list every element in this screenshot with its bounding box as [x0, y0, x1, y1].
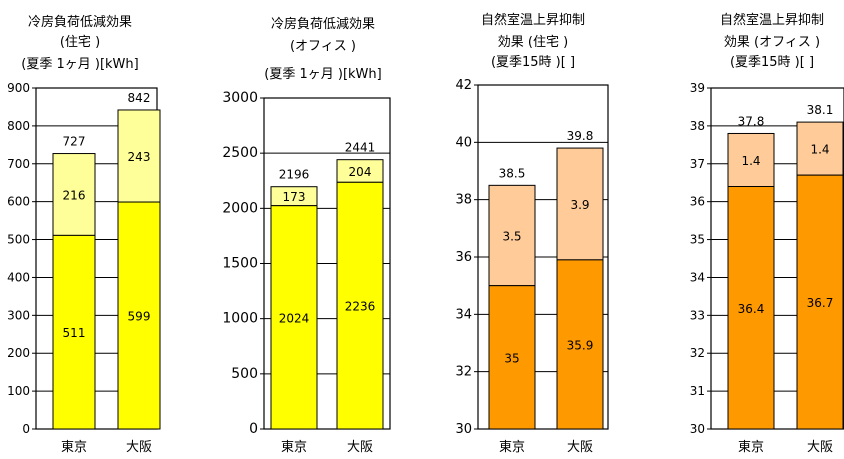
bar-segment-lower — [796, 174, 844, 430]
bar-value-label: 511 — [63, 326, 86, 340]
bar-segment-lower — [488, 285, 536, 430]
y-tick-label: 38 — [690, 119, 705, 133]
y-tick-label: 32 — [690, 346, 705, 360]
chart-title-line: (夏季 1ヶ月 )[kWh] — [264, 67, 381, 82]
bar-value-label: 2236 — [345, 300, 376, 314]
chart-title-line: 効果 (オフィス ) — [724, 35, 820, 50]
x-category-label: 大阪 — [126, 440, 152, 455]
x-category-label: 大阪 — [567, 440, 593, 455]
bar-value-label: 3.9 — [570, 198, 589, 212]
y-tick-label: 36 — [690, 195, 705, 209]
bar-total-label: 39.8 — [567, 129, 594, 143]
y-tick-label: 39 — [690, 81, 705, 95]
y-tick-label: 500 — [7, 233, 30, 247]
x-category-label: 東京 — [738, 439, 764, 455]
bar-segment-lower — [556, 259, 604, 430]
bar-segment-upper — [117, 109, 161, 203]
y-tick-label: 0 — [22, 422, 30, 436]
bar-value-label: 173 — [283, 190, 306, 204]
y-tick-label: 200 — [7, 346, 30, 360]
y-tick-label: 900 — [7, 81, 30, 95]
chart-title-line: (夏季15時 )[ ] — [730, 55, 814, 70]
y-tick-label: 3000 — [222, 90, 258, 106]
bar-total-label: 2441 — [345, 141, 376, 155]
y-tick-label: 800 — [7, 119, 30, 133]
bar-segment-lower — [727, 186, 775, 430]
bar-value-label: 2024 — [279, 311, 310, 325]
chart-title-line: 効果 (住宅 ) — [498, 35, 568, 50]
y-tick-label: 36 — [455, 250, 472, 265]
bar-value-label: 216 — [63, 188, 86, 202]
bar-value-label: 599 — [128, 310, 151, 324]
bar-total-label: 727 — [63, 135, 86, 149]
y-tick-label: 38 — [455, 193, 472, 208]
y-tick-label: 1500 — [222, 256, 258, 272]
bar-segment-lower — [270, 205, 318, 430]
y-tick-label: 32 — [455, 365, 472, 380]
y-tick-label: 2000 — [222, 200, 258, 216]
y-tick-label: 34 — [690, 270, 705, 284]
bar-total-label: 37.8 — [738, 114, 765, 128]
y-tick-label: 37 — [690, 157, 705, 171]
bar-total-label: 38.5 — [499, 166, 526, 180]
chart-2: 冷房負荷低減効果 (オフィス ) (夏季 1ヶ月 )[kWh] 0 500 1000 150… — [222, 16, 391, 455]
bar-value-label: 1.4 — [810, 143, 829, 157]
x-category-label: 東京 — [281, 439, 307, 455]
x-category-label: 東京 — [499, 439, 525, 455]
x-category-label: 大阪 — [347, 440, 373, 455]
bar-segment-upper — [52, 153, 96, 236]
chart-title-line: (オフィス ) — [290, 39, 356, 54]
bar-segment-upper — [488, 184, 536, 287]
bar-value-label: 36.7 — [807, 296, 834, 310]
bar-value-label: 204 — [349, 165, 372, 179]
chart-title-line: 自然室温上昇抑制 — [481, 12, 585, 28]
chart-title-line: (住宅 ) — [60, 35, 100, 50]
bar-total-label: 842 — [128, 91, 151, 105]
bar-segment-lower — [336, 181, 384, 430]
y-tick-label: 34 — [455, 307, 472, 322]
bar-value-label: 1.4 — [741, 154, 760, 168]
y-tick-label: 2500 — [222, 145, 258, 161]
y-tick-label: 0 — [249, 421, 258, 437]
y-tick-label: 100 — [7, 384, 30, 398]
chart-title-line: (夏季 1ヶ月 )[kWh] — [21, 57, 138, 72]
y-tick-label: 35 — [690, 233, 705, 247]
y-tick-label: 40 — [455, 135, 472, 150]
chart-title-line: 冷房負荷低減効果 — [28, 14, 132, 30]
bar-segment-lower — [52, 234, 96, 430]
y-tick-label: 33 — [690, 308, 705, 322]
x-category-label: 大阪 — [807, 440, 833, 455]
chart-title-line: (夏季15時 )[ ] — [491, 55, 575, 70]
bar-segment-upper — [727, 132, 775, 188]
bar-segment-upper — [796, 121, 844, 176]
y-tick-label: 31 — [690, 384, 705, 398]
bar-segment-upper — [556, 147, 604, 261]
bar-segment-lower — [117, 201, 161, 430]
y-tick-label: 42 — [455, 78, 472, 93]
chart-title-line: 冷房負荷低減効果 — [271, 16, 375, 32]
y-tick-label: 500 — [231, 366, 258, 382]
bar-value-label: 35 — [504, 351, 519, 365]
bar-value-label: 36.4 — [738, 302, 765, 316]
bar-value-label: 35.9 — [567, 338, 594, 352]
bar-total-label: 2196 — [279, 168, 310, 182]
y-tick-label: 30 — [455, 422, 472, 437]
y-tick-label: 700 — [7, 157, 30, 171]
y-tick-label: 600 — [7, 195, 30, 209]
chart-1: 冷房負荷低減効果 (住宅 ) (夏季 1ヶ月 )[kWh] 0 100 200 300 400… — [7, 14, 161, 455]
y-tick-label: 400 — [7, 270, 30, 284]
y-tick-label: 30 — [690, 422, 705, 436]
chart-title-line: 自然室温上昇抑制 — [720, 12, 824, 28]
bar-total-label: 38.1 — [807, 103, 834, 117]
x-category-label: 東京 — [61, 439, 87, 455]
bar-value-label: 243 — [128, 150, 151, 164]
y-tick-label: 300 — [7, 308, 30, 322]
bar-value-label: 3.5 — [502, 230, 521, 244]
y-tick-label: 1000 — [222, 311, 258, 327]
